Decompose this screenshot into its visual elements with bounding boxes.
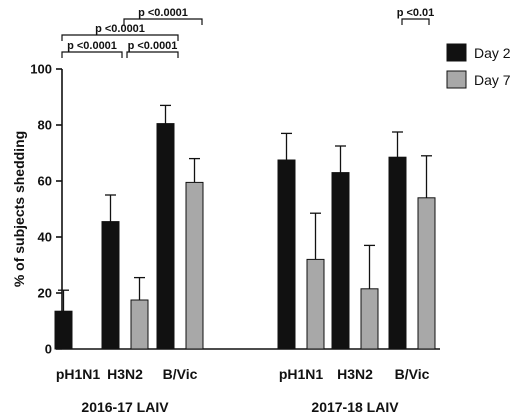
error-bars <box>58 104 432 312</box>
x-category-label: B/Vic <box>395 366 430 382</box>
x-category-label: H3N2 <box>337 366 373 382</box>
significance-bracket <box>126 51 179 58</box>
x-category-label: B/Vic <box>163 366 198 382</box>
bar-day-7 <box>417 197 436 350</box>
legend-swatch-day-7 <box>446 70 467 89</box>
significance-bracket <box>401 18 430 25</box>
significance-label: p <0.0001 <box>95 23 145 35</box>
y-tick-label: 80 <box>38 118 52 133</box>
y-axis-label: % of subjects shedding <box>11 131 27 287</box>
significance-label: p <0.0001 <box>138 7 188 19</box>
bar-day-2 <box>101 221 120 350</box>
bar-day-7 <box>360 288 379 350</box>
x-category-label: pH1N1 <box>56 366 101 382</box>
legend-swatch-day-2 <box>446 43 467 62</box>
significance-bracket <box>61 34 179 41</box>
bar-day-7 <box>185 181 204 350</box>
y-tick-label: 40 <box>38 230 52 245</box>
labels: 0 20 40 60 80 100 % of subjects shedding pH1N1 H… <box>11 62 430 416</box>
y-tick-label: 20 <box>38 286 52 301</box>
y-tick-label: 60 <box>38 174 52 189</box>
legend: Day 2 Day 7 <box>446 43 511 89</box>
bars <box>54 123 436 350</box>
x-category-label: pH1N1 <box>279 366 324 382</box>
significance-label: p <0.0001 <box>67 40 117 52</box>
bar-day-7 <box>306 258 325 350</box>
significance-annotations: p <0.0001 p <0.0001 p <0.0001 p <0.0001 p <0… <box>61 7 435 58</box>
bar-day-2 <box>156 123 175 350</box>
significance-label: p <0.01 <box>397 7 435 19</box>
bar-day-2 <box>331 172 350 350</box>
legend-label: Day 2 <box>474 45 511 61</box>
legend-label: Day 7 <box>474 72 511 88</box>
significance-bracket <box>123 18 203 25</box>
group-label: 2017-18 LAIV <box>311 399 399 415</box>
bar-day-7 <box>130 299 149 350</box>
group-label: 2016-17 LAIV <box>81 399 169 415</box>
significance-bracket <box>61 51 123 58</box>
y-tick-label: 0 <box>45 342 52 357</box>
y-tick-label: 100 <box>30 62 52 77</box>
significance-label: p <0.0001 <box>128 40 178 52</box>
bar-day-2 <box>277 159 296 350</box>
x-category-label: H3N2 <box>107 366 143 382</box>
bar-day-2 <box>54 310 73 350</box>
bar-day-2 <box>388 156 407 350</box>
